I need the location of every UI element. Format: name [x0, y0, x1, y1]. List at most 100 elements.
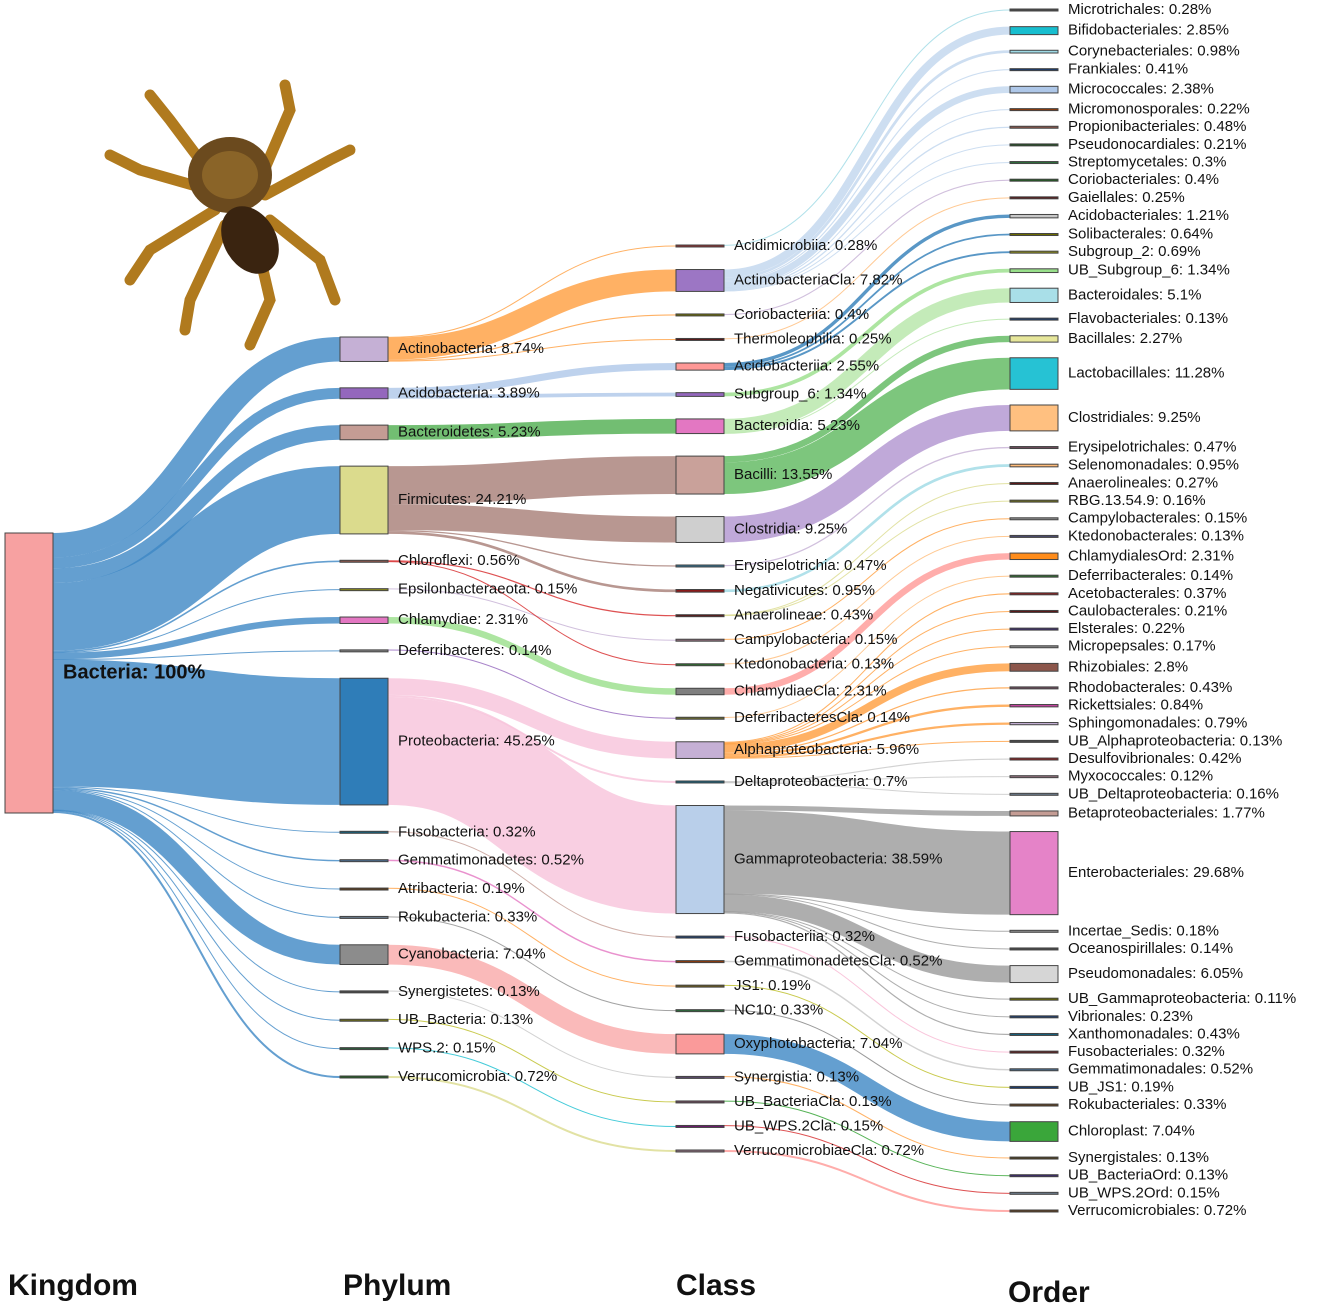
- link: [723, 960, 1011, 1071]
- node: [1009, 1085, 1059, 1089]
- node: [1009, 627, 1059, 631]
- node-label: Gemmatimonadetes: 0.52%: [398, 852, 584, 869]
- node: [339, 616, 389, 624]
- link: [723, 776, 1011, 783]
- node: [1009, 704, 1059, 708]
- link: [723, 268, 1011, 397]
- node-label: Chloroplast: 7.04%: [1068, 1123, 1195, 1140]
- node: [1009, 517, 1059, 521]
- node-label: Clostridia: 9.25%: [734, 520, 847, 537]
- link: [387, 314, 677, 361]
- node-label: Acetobacterales: 0.37%: [1068, 585, 1226, 602]
- link: [723, 144, 1011, 291]
- node-label: Thermoleophilia: 0.25%: [734, 330, 892, 347]
- node-label: Acidobacteria: 3.89%: [398, 384, 540, 401]
- node: [1009, 645, 1059, 649]
- node: [675, 1149, 725, 1153]
- link: [387, 418, 677, 440]
- node-label: Rickettsiales: 0.84%: [1068, 697, 1203, 714]
- link: [387, 990, 677, 1078]
- link: [387, 887, 677, 987]
- node-label: UB_Alphaproteobacteria: 0.13%: [1068, 732, 1282, 749]
- node-label: UB_WPS.2Cla: 0.15%: [734, 1117, 883, 1134]
- link: [723, 518, 1011, 640]
- node-label: Rokubacteria: 0.33%: [398, 908, 537, 925]
- link: [723, 936, 1011, 1053]
- node: [1009, 792, 1059, 796]
- node: [675, 455, 725, 495]
- node-label: Incertae_Sedis: 0.18%: [1068, 922, 1219, 939]
- link: [723, 894, 1011, 983]
- node-label: Rokubacteriales: 0.33%: [1068, 1096, 1226, 1113]
- node: [1009, 831, 1059, 916]
- link: [723, 893, 1011, 932]
- node: [1009, 161, 1059, 165]
- node-label: Gammaproteobacteria: 38.59%: [734, 851, 942, 868]
- link: [723, 251, 1011, 371]
- link: [723, 610, 1011, 744]
- node: [1009, 775, 1059, 779]
- node: [675, 337, 725, 341]
- node: [4, 532, 54, 814]
- node-label: Campylobacterales: 0.15%: [1068, 510, 1247, 527]
- link: [387, 362, 677, 395]
- node-label: Bacteroidia: 5.23%: [734, 417, 860, 434]
- node-label: Rhodobacterales: 0.43%: [1068, 679, 1232, 696]
- node-label: Bifidobacteriales: 2.85%: [1068, 22, 1229, 39]
- link: [723, 893, 1011, 950]
- link: [723, 464, 1011, 593]
- node-label: UB_Gammaproteobacteria: 0.11%: [1068, 990, 1296, 1007]
- link: [723, 758, 1011, 783]
- node: [1009, 85, 1059, 94]
- node-label: Propionibacteriales: 0.48%: [1068, 118, 1246, 135]
- node: [339, 559, 389, 563]
- link: [387, 456, 677, 505]
- link: [723, 482, 1011, 616]
- link: [52, 786, 341, 833]
- node: [675, 805, 725, 915]
- node-label: Micromonosporales: 0.22%: [1068, 101, 1250, 118]
- node: [675, 780, 725, 784]
- link: [723, 663, 1011, 753]
- node-label: Elsterales: 0.22%: [1068, 620, 1185, 637]
- node: [675, 516, 725, 543]
- node-label: Enterobacteriales: 29.68%: [1068, 864, 1244, 881]
- link: [52, 589, 341, 654]
- node: [1009, 1050, 1059, 1054]
- node-label: UB_BacteriaCla: 0.13%: [734, 1093, 892, 1110]
- link: [723, 1076, 1011, 1159]
- link: [52, 425, 341, 584]
- node-label: Firmicutes: 24.21%: [398, 491, 526, 508]
- node: [1009, 287, 1059, 303]
- node: [1009, 233, 1059, 237]
- node: [339, 830, 389, 834]
- column-title: Class: [676, 1269, 756, 1302]
- column-title: Order: [1008, 1276, 1090, 1309]
- node: [1009, 49, 1059, 54]
- node-label: Deltaproteobacteria: 0.7%: [734, 773, 907, 790]
- link: [386, 696, 678, 914]
- link: [387, 529, 677, 567]
- node-label: Synergistetes: 0.13%: [398, 983, 540, 1000]
- node-label: Oceanospirillales: 0.14%: [1068, 940, 1233, 957]
- node-label: Rhizobiales: 2.8%: [1068, 658, 1188, 675]
- node: [675, 716, 725, 720]
- labels: Kingdom Phylum Class Order Bacteria: 100% Act…: [8, 1, 1296, 1309]
- link: [52, 790, 341, 965]
- link: [723, 109, 1011, 289]
- node: [1009, 965, 1059, 984]
- node: [675, 392, 725, 397]
- node-label: Gaiellales: 0.25%: [1068, 189, 1185, 206]
- node: [339, 887, 389, 891]
- node-label: Atribacteria: 0.19%: [398, 880, 525, 897]
- node: [339, 1018, 389, 1022]
- link: [723, 646, 1011, 745]
- link: [723, 197, 1011, 340]
- link: [723, 233, 1011, 369]
- link: [723, 911, 1011, 1000]
- node-label: Frankiales: 0.41%: [1068, 61, 1188, 78]
- node: [1009, 481, 1059, 485]
- node: [339, 1075, 389, 1079]
- node-label: Microtrichales: 0.28%: [1068, 1, 1211, 18]
